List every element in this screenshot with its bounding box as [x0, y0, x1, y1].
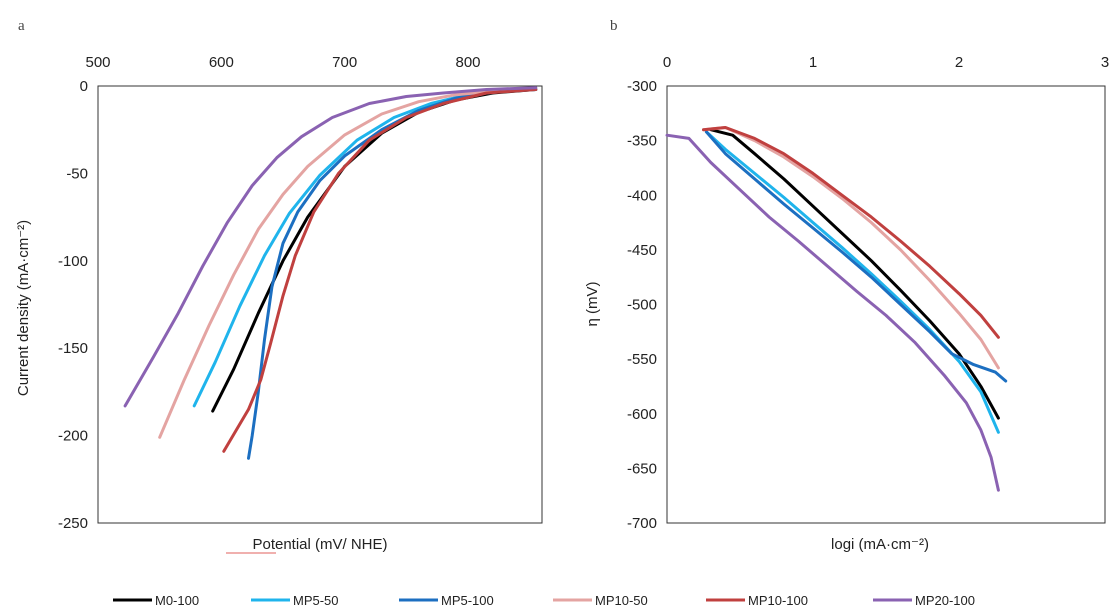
panel-a-x-tick-2: 700	[332, 54, 357, 71]
legend-item-mp10-50: MP10-50	[553, 593, 648, 608]
panel-b-x-tick-3: 3	[1101, 54, 1109, 71]
legend: M0-100 MP5-50 MP5-100 MP10-50 MP10-100 M…	[113, 593, 975, 608]
panel-b-x-axis-title: logi (mA·cm⁻²)	[831, 536, 929, 553]
panel-b-y-tick-0: -300	[627, 78, 657, 95]
panel-b-y-tick-2: -400	[627, 187, 657, 204]
panel-b-y-tick-5: -550	[627, 351, 657, 368]
legend-item-mp5-100: MP5-100	[399, 593, 494, 608]
panel-a-x-axis-title: Potential (mV/ NHE)	[252, 536, 387, 553]
panel-b-y-tick-4: -500	[627, 297, 657, 314]
panel-b-y-tick-1: -350	[627, 133, 657, 150]
legend-label-mp10-100: MP10-100	[748, 593, 808, 608]
panel-a-plot-area	[97, 85, 543, 524]
panel-a-x-tick-0: 500	[85, 54, 110, 71]
panel-a-y-tick-labels: 0 -50 -100 -150 -200 -250	[58, 78, 88, 532]
panel-a-series-mp20-100	[123, 86, 538, 408]
panel-b-y-axis-title: η (mV)	[584, 281, 601, 326]
panel-b-y-tick-8: -700	[627, 515, 657, 532]
panel-b-x-tick-2: 2	[955, 54, 963, 71]
panel-b-series-group	[665, 126, 1008, 492]
panel-b-y-tick-labels: -300 -350 -400 -450 -500 -550 -600 -650 -700	[627, 78, 657, 532]
panel-a-chart: 500 600 700 800 0 -50 -100 -150 -200 -250 Potent…	[15, 54, 543, 554]
legend-label-mp5-100: MP5-100	[441, 593, 494, 608]
panel-a-series-mp10-50	[158, 88, 538, 439]
panel-b-series-mp10-100	[702, 126, 1000, 339]
panel-a-y-tick-0: 0	[80, 78, 88, 95]
panel-a-series-group	[123, 86, 538, 460]
panel-a-x-tick-1: 600	[209, 54, 234, 71]
legend-label-m0-100: M0-100	[155, 593, 199, 608]
panel-b-series-mp5-100	[704, 130, 1008, 383]
panel-a-series-mp10-100	[222, 88, 538, 453]
panel-a-y-tick-4: -200	[58, 428, 88, 445]
panel-b-y-tick-6: -600	[627, 406, 657, 423]
panel-a-x-tick-labels: 500 600 700 800	[85, 54, 480, 71]
legend-label-mp10-50: MP10-50	[595, 593, 648, 608]
panel-a-y-axis-title: Current density (mA·cm⁻²)	[15, 220, 32, 396]
panel-b-series-mp5-50	[704, 130, 1000, 434]
panel-b-x-tick-0: 0	[663, 54, 671, 71]
panel-b-x-tick-1: 1	[809, 54, 817, 71]
legend-item-m0-100: M0-100	[113, 593, 199, 608]
legend-label-mp5-50: MP5-50	[293, 593, 339, 608]
panel-a-x-tick-3: 800	[455, 54, 480, 71]
panel-a-y-tick-2: -100	[58, 253, 88, 270]
legend-item-mp20-100: MP20-100	[873, 593, 975, 608]
panel-a-y-tick-5: -250	[58, 515, 88, 532]
panel-b-chart: 0 1 2 3 -300 -350 -400 -450 -500 -550 -600 -650 -70…	[584, 54, 1109, 553]
panel-a-y-tick-1: -50	[66, 165, 88, 182]
panel-a-y-tick-3: -150	[58, 340, 88, 357]
panel-b-series-mp10-50	[702, 126, 1000, 370]
panel-b-x-tick-labels: 0 1 2 3	[663, 54, 1109, 71]
panel-b-y-tick-3: -450	[627, 242, 657, 259]
legend-label-mp20-100: MP20-100	[915, 593, 975, 608]
panel-b-y-tick-7: -650	[627, 460, 657, 477]
legend-item-mp10-100: MP10-100	[706, 593, 808, 608]
panel-b-plot-area	[666, 85, 1106, 524]
panel-a-series-mp5-50	[192, 88, 538, 408]
panel-b-letter: b	[610, 18, 618, 34]
panel-a-letter: a	[18, 18, 25, 34]
panel-b-series-mp20-100	[665, 133, 1000, 492]
legend-item-mp5-50: MP5-50	[251, 593, 339, 608]
